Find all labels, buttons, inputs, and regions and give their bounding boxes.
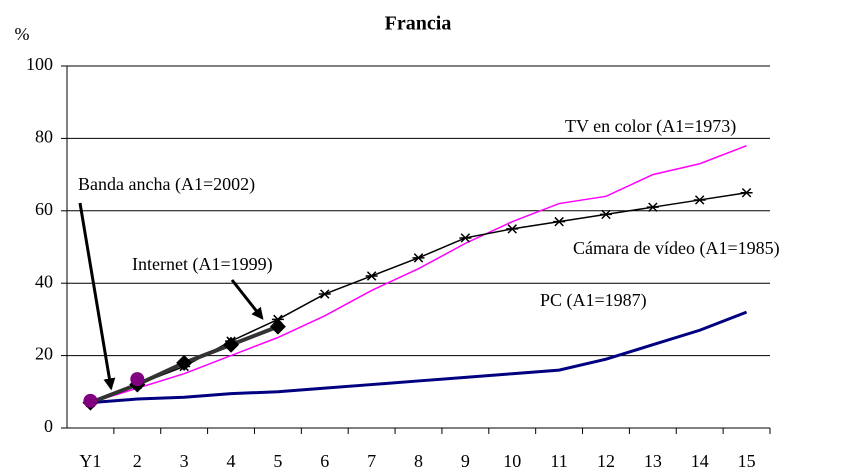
series-line — [90, 310, 748, 405]
series-line — [90, 144, 747, 404]
arrow — [230, 279, 264, 320]
marker — [459, 233, 472, 243]
x-tick-label: 11 — [550, 451, 567, 471]
marker — [176, 354, 193, 371]
x-tick-label: 6 — [320, 451, 329, 471]
marker — [269, 318, 286, 335]
y-tick-label: 20 — [35, 344, 53, 364]
marker — [365, 271, 378, 281]
x-tick-label: 8 — [414, 451, 423, 471]
marker — [130, 372, 145, 387]
marker — [646, 202, 659, 212]
marker — [83, 393, 98, 408]
series-label: Banda ancha (A1=2002) — [78, 174, 255, 195]
x-tick-label: 3 — [180, 451, 189, 471]
series-label: Cámara de vídeo (A1=1985) — [573, 238, 780, 259]
y-tick-label: 60 — [35, 199, 53, 219]
y-tick-label: 100 — [26, 54, 53, 74]
plot-area: 0 20 40 60 80 100 Y1 2 3 4 5 6 7 8 9 10 11 12 13 14 15 — [26, 54, 771, 471]
marker — [693, 195, 706, 205]
x-tick-label: 2 — [133, 451, 142, 471]
y-axis-label: % — [15, 24, 30, 44]
series-label: Internet (A1=1999) — [132, 254, 273, 275]
x-tick-label: 10 — [503, 451, 521, 471]
marker — [318, 289, 331, 299]
marker — [599, 209, 612, 220]
x-tick-label: 9 — [461, 451, 470, 471]
series-label: TV en color (A1=1973) — [565, 116, 736, 137]
x-tick-label: 13 — [644, 451, 662, 471]
x-tick-label: 5 — [273, 451, 282, 471]
x-tick-label: 12 — [597, 451, 615, 471]
x-tick-label: 4 — [227, 451, 236, 471]
marker — [412, 253, 425, 263]
arrow — [78, 202, 116, 391]
marker — [553, 216, 566, 227]
marker — [740, 187, 753, 198]
x-tick-label: 14 — [691, 451, 709, 471]
marker — [506, 224, 519, 234]
x-tick-label: 15 — [738, 451, 756, 471]
y-tick-label: 0 — [44, 416, 53, 436]
marker — [223, 336, 240, 353]
series-label: PC (A1=1987) — [540, 290, 647, 311]
x-tick-label: 7 — [367, 451, 376, 471]
x-tick-label: Y1 — [79, 451, 101, 471]
y-tick-label: 80 — [35, 127, 53, 147]
y-tick-label: 40 — [35, 271, 53, 291]
chart-title: Francia — [385, 13, 452, 35]
